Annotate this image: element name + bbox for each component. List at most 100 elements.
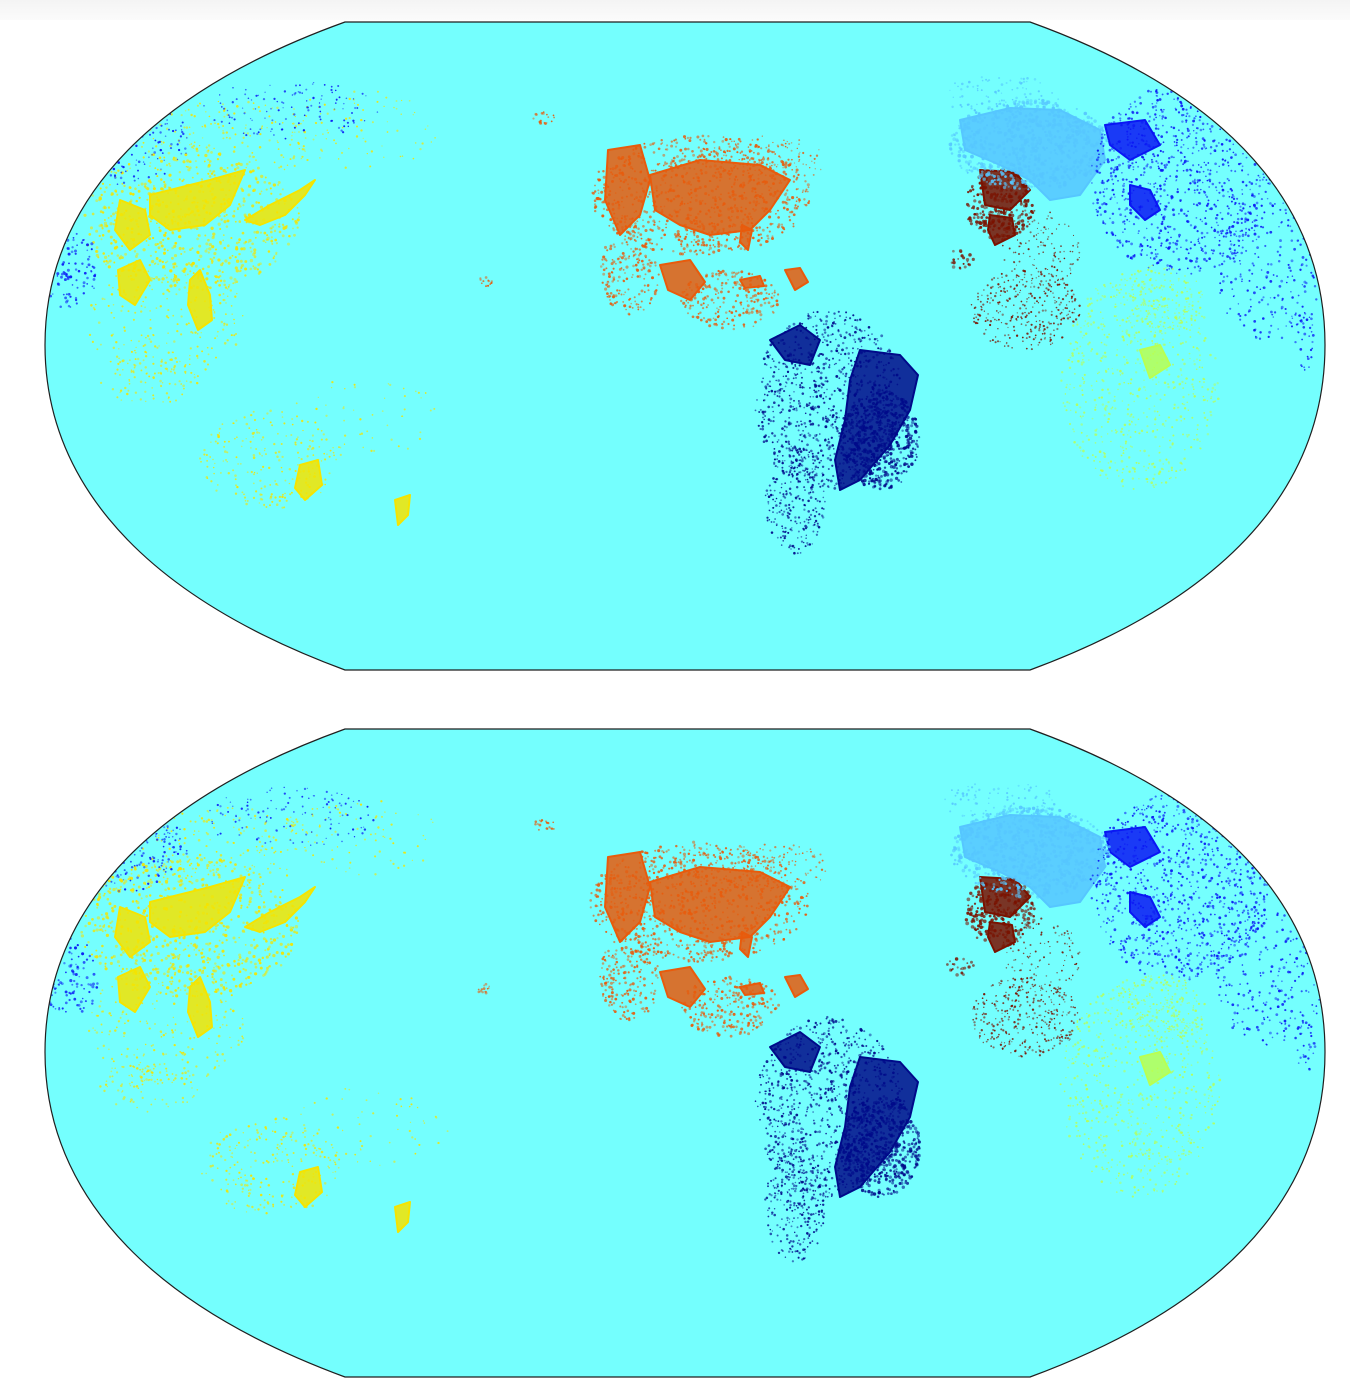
- east-asia-point: [190, 210, 194, 214]
- north-america-point: [688, 193, 691, 196]
- north-america-point: [747, 288, 750, 291]
- east-asia-point: [173, 273, 176, 276]
- east-asia-point: [418, 437, 422, 441]
- east-asia-point: [114, 211, 118, 215]
- north-america-point: [758, 274, 761, 277]
- south-america-point: [800, 540, 804, 543]
- south-america-point: [763, 418, 765, 421]
- western-europe-point: [1009, 207, 1012, 210]
- south-america-point: [875, 439, 879, 443]
- north-america-point: [733, 205, 736, 208]
- north-america-point: [661, 229, 664, 232]
- south-america-point: [857, 374, 859, 377]
- east-asia-point: [360, 432, 364, 435]
- east-asia-point: [168, 382, 171, 385]
- western-europe-point: [1016, 175, 1020, 178]
- north-america-point: [690, 214, 692, 217]
- east-asia-point: [175, 293, 178, 296]
- south-america-point: [859, 351, 863, 355]
- east-asia-point: [291, 423, 294, 426]
- south-america-point: [866, 421, 870, 424]
- south-america-point: [891, 427, 894, 431]
- east-asia-point: [406, 447, 409, 450]
- south-america-point: [804, 448, 808, 452]
- western-europe-point: [1002, 227, 1007, 232]
- east-asia-point: [184, 226, 187, 229]
- north-america-point: [693, 234, 696, 237]
- south-america-point: [783, 362, 785, 365]
- western-europe-point: [973, 195, 976, 198]
- east-asia-point: [228, 137, 232, 140]
- south-america-point: [869, 450, 873, 454]
- north-america-point: [741, 236, 744, 239]
- east-asia-point: [293, 233, 296, 237]
- east-asia-point: [308, 476, 311, 478]
- east-asia-point: [189, 354, 191, 357]
- south-america-point: [787, 516, 790, 519]
- east-asia-point: [267, 250, 271, 253]
- south-america-point: [906, 423, 910, 427]
- south-america-point: [772, 375, 775, 378]
- south-america-point: [830, 409, 833, 412]
- north-america-point: [779, 156, 782, 159]
- east-asia-point: [221, 271, 224, 274]
- east-asia-point: [208, 286, 212, 290]
- east-asia-point: [204, 322, 206, 325]
- east-asia-point: [187, 262, 191, 265]
- north-america-point: [660, 248, 663, 251]
- east-asia-point: [362, 137, 364, 140]
- north-america-point: [705, 147, 709, 151]
- south-america-point: [827, 438, 830, 440]
- south-america-point: [807, 499, 810, 503]
- east-asia-point: [200, 178, 204, 181]
- east-asia-point: [400, 113, 402, 115]
- north-america-point: [736, 167, 739, 170]
- south-america-point: [776, 458, 778, 460]
- south-america-point: [788, 394, 791, 397]
- western-europe-point: [1068, 301, 1070, 303]
- north-america-point: [758, 202, 760, 205]
- east-asia-point: [280, 153, 283, 157]
- south-america-point: [866, 451, 870, 455]
- east-asia-point: [217, 258, 221, 262]
- south-america-point: [872, 479, 876, 483]
- north-america-point: [662, 164, 665, 167]
- south-america-point: [851, 405, 855, 409]
- east-asia-point: [208, 162, 211, 164]
- world-map-top-panel: [0, 20, 1350, 675]
- south-america-point: [860, 404, 863, 408]
- south-america-point: [814, 390, 818, 394]
- north-america-point: [665, 226, 667, 229]
- south-america-point: [854, 407, 858, 410]
- north-america-point: [700, 303, 703, 307]
- south-america-point: [778, 505, 781, 508]
- east-asia-point: [342, 406, 345, 410]
- east-asia-point: [103, 224, 108, 228]
- south-america-point: [815, 434, 818, 436]
- south-america-point: [914, 448, 917, 451]
- east-asia-point: [381, 410, 384, 412]
- north-america-point: [729, 196, 732, 199]
- east-asia-point: [144, 381, 147, 384]
- east-asia-point: [134, 187, 137, 190]
- north-america-point: [716, 185, 720, 189]
- north-america-point: [783, 139, 785, 141]
- north-america-point: [623, 164, 627, 168]
- east-asia-point: [156, 346, 159, 349]
- north-america-point: [771, 222, 774, 225]
- east-asia-point: [134, 391, 138, 394]
- south-america-point: [911, 447, 915, 450]
- east-asia-point: [210, 122, 212, 125]
- western-europe-point: [1003, 345, 1006, 347]
- east-asia-point: [223, 246, 226, 250]
- north-america-point: [700, 291, 703, 294]
- south-america-point: [879, 459, 882, 462]
- east-asia-point: [220, 472, 222, 474]
- east-asia-point: [197, 274, 200, 277]
- north-america-point: [696, 135, 700, 139]
- western-europe-point: [976, 215, 980, 219]
- north-america-point: [722, 296, 726, 300]
- south-america-point: [907, 433, 911, 437]
- east-asia-point: [233, 112, 236, 115]
- north-america-point: [773, 200, 776, 203]
